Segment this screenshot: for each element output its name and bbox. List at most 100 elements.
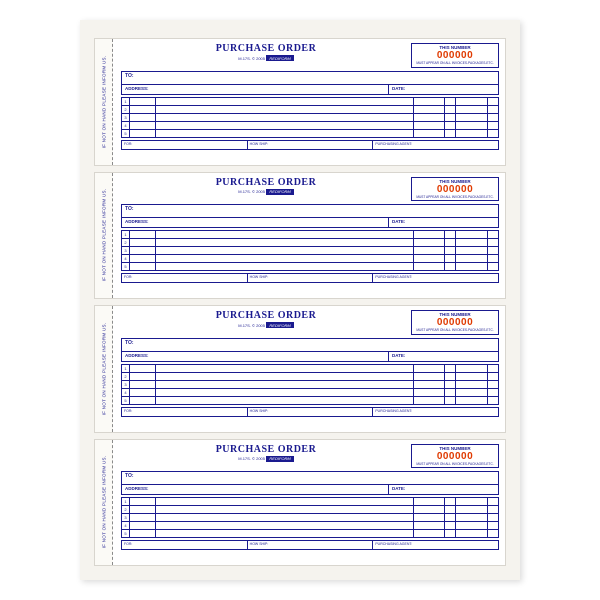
grid-column xyxy=(156,231,414,270)
address-box: ADDRESS: xyxy=(121,485,389,495)
line-item-grid: 12345 xyxy=(121,97,499,138)
grid-cell xyxy=(156,231,413,239)
grid-cell xyxy=(130,255,155,263)
row-number: 4 xyxy=(122,389,129,397)
grid-cell xyxy=(156,397,413,404)
grid-cell xyxy=(130,389,155,397)
grid-cell xyxy=(456,98,498,106)
agent-box: PURCHASING AGENT: xyxy=(373,140,499,150)
grid-cell xyxy=(156,114,413,122)
grid-cell xyxy=(156,106,413,114)
grid-cell xyxy=(456,365,498,373)
grid-cell xyxy=(414,498,455,506)
address-label: ADDRESS: xyxy=(122,352,152,361)
agent-box: PURCHASING AGENT: xyxy=(373,407,499,417)
number-disclaimer: MUST APPEAR ON ALL INVOICES-PACKAGES-ETC… xyxy=(412,62,498,66)
grid-column xyxy=(456,231,498,270)
grid-cell xyxy=(156,239,413,247)
purchase-order-form: IF NOT ON HAND PLEASE INFORM US.PURCHASE… xyxy=(94,172,506,300)
form-subtitle: M.17S. © 2005 xyxy=(238,189,265,194)
row-numbers: 12345 xyxy=(122,231,130,270)
grid-cell xyxy=(414,506,455,514)
form-footer: FOR:HOW SHIP:PURCHASING AGENT: xyxy=(121,273,499,283)
grid-cell xyxy=(156,365,413,373)
for-box: FOR: xyxy=(121,540,248,550)
address-box: ADDRESS: xyxy=(121,218,389,228)
grid-cell xyxy=(156,263,413,270)
grid-cell xyxy=(130,498,155,506)
grid-cell xyxy=(156,498,413,506)
grid-cell xyxy=(156,98,413,106)
to-block: TO: xyxy=(121,471,499,485)
grid-cell xyxy=(130,106,155,114)
tear-stub: IF NOT ON HAND PLEASE INFORM US. xyxy=(95,306,113,432)
form-title: PURCHASE ORDER xyxy=(121,444,411,455)
row-number: 3 xyxy=(122,114,129,122)
date-label: DATE: xyxy=(389,85,498,92)
address-box: ADDRESS: xyxy=(121,85,389,95)
grid-cell xyxy=(456,373,498,381)
row-numbers: 12345 xyxy=(122,98,130,137)
grid-cell xyxy=(130,239,155,247)
grid-cell xyxy=(130,263,155,270)
form-main: PURCHASE ORDERM.17S. © 2005 REDIFORMTHIS… xyxy=(113,440,505,566)
grid-cell xyxy=(414,130,455,137)
grid-column xyxy=(456,98,498,137)
number-box: THIS NUMBER000000MUST APPEAR ON ALL INVO… xyxy=(411,177,499,202)
how-ship-box: HOW SHIP: xyxy=(248,540,374,550)
grid-cell xyxy=(130,231,155,239)
date-box: DATE: xyxy=(389,485,499,495)
grid-cell xyxy=(414,247,455,255)
row-number: 3 xyxy=(122,381,129,389)
grid-cell xyxy=(456,522,498,530)
grid-cell xyxy=(130,522,155,530)
date-label: DATE: xyxy=(389,218,498,225)
tear-stub: IF NOT ON HAND PLEASE INFORM US. xyxy=(95,440,113,566)
line-item-grid: 12345 xyxy=(121,230,499,271)
order-number: 000000 xyxy=(412,50,498,61)
grid-cell xyxy=(414,522,455,530)
to-block: TO: xyxy=(121,71,499,85)
to-label: TO: xyxy=(122,339,137,351)
grid-cell xyxy=(130,397,155,404)
date-box: DATE: xyxy=(389,85,499,95)
brand-badge: REDIFORM xyxy=(266,189,293,195)
brand-badge: REDIFORM xyxy=(266,55,293,61)
grid-cell xyxy=(156,389,413,397)
stub-text: IF NOT ON HAND PLEASE INFORM US. xyxy=(101,456,106,549)
grid-cell xyxy=(130,122,155,130)
grid-column xyxy=(414,498,456,537)
grid-column xyxy=(456,365,498,404)
grid-column xyxy=(130,231,156,270)
grid-cell xyxy=(456,381,498,389)
brand-badge: REDIFORM xyxy=(266,322,293,328)
to-block: TO: xyxy=(121,338,499,352)
grid-column xyxy=(414,231,456,270)
address-label: ADDRESS: xyxy=(122,485,152,494)
row-number: 4 xyxy=(122,522,129,530)
grid-cell xyxy=(156,247,413,255)
grid-cell xyxy=(156,130,413,137)
agent-box: PURCHASING AGENT: xyxy=(373,273,499,283)
grid-cell xyxy=(414,114,455,122)
for-box: FOR: xyxy=(121,407,248,417)
to-label: TO: xyxy=(122,72,137,84)
grid-cell xyxy=(156,514,413,522)
grid-cell xyxy=(414,389,455,397)
address-box: ADDRESS: xyxy=(121,352,389,362)
order-number: 000000 xyxy=(412,317,498,328)
form-footer: FOR:HOW SHIP:PURCHASING AGENT: xyxy=(121,540,499,550)
row-number: 3 xyxy=(122,247,129,255)
row-number: 4 xyxy=(122,255,129,263)
grid-cell xyxy=(456,122,498,130)
to-label: TO: xyxy=(122,472,137,484)
order-number: 000000 xyxy=(412,184,498,195)
grid-column xyxy=(456,498,498,537)
grid-cell xyxy=(456,530,498,537)
grid-cell xyxy=(414,263,455,270)
form-book-page: IF NOT ON HAND PLEASE INFORM US.PURCHASE… xyxy=(80,20,520,580)
to-label: TO: xyxy=(122,205,137,217)
grid-cell xyxy=(456,247,498,255)
how-ship-box: HOW SHIP: xyxy=(248,407,374,417)
number-box: THIS NUMBER000000MUST APPEAR ON ALL INVO… xyxy=(411,43,499,68)
